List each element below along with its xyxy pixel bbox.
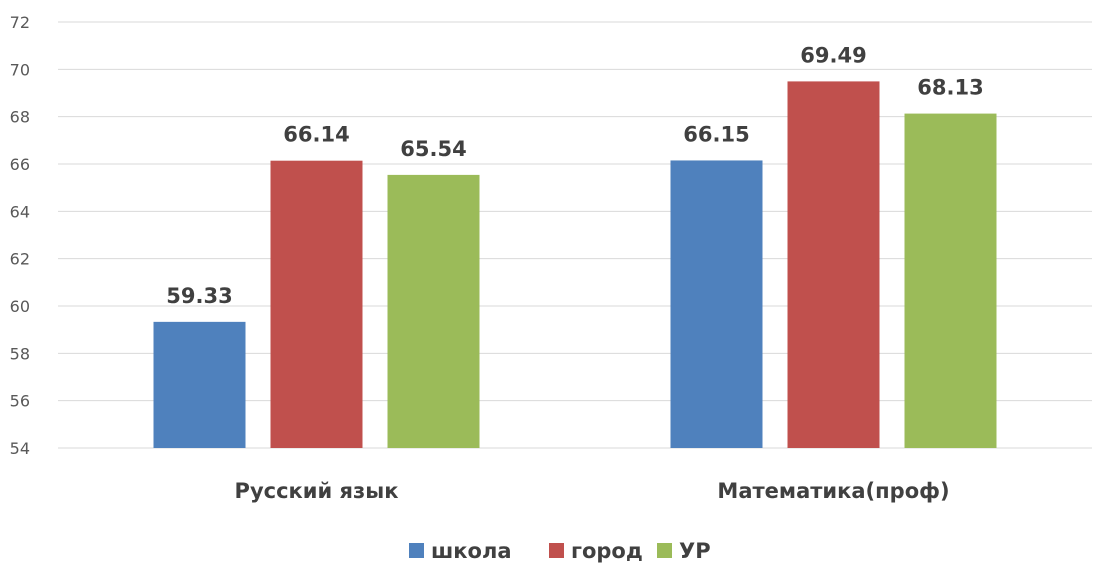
y-tick-label: 54	[10, 439, 30, 458]
data-label: 65.54	[400, 137, 466, 161]
y-tick-label: 70	[10, 60, 30, 79]
legend-label: город	[571, 539, 643, 563]
bar-город	[787, 81, 880, 449]
y-tick-label: 66	[10, 155, 30, 174]
y-tick-label: 60	[10, 297, 30, 316]
y-tick-label: 58	[10, 344, 30, 363]
data-label: 66.14	[283, 123, 349, 147]
bar-школа	[670, 160, 763, 448]
legend: школа город УР	[409, 539, 711, 563]
data-label: 59.33	[166, 284, 232, 308]
category-label: Математика(проф)	[717, 479, 949, 503]
legend-swatch-город	[549, 543, 564, 558]
y-tick-label: 72	[10, 13, 30, 32]
y-tick-label: 64	[10, 202, 30, 221]
y-tick-label: 68	[10, 108, 30, 127]
data-label: 69.49	[800, 43, 866, 67]
category-label: Русский язык	[235, 479, 399, 503]
bars	[153, 81, 997, 449]
y-axis-ticks: 54 56 58 60 62 64 66 68 70 72	[10, 13, 30, 458]
legend-swatch-УР	[657, 543, 672, 558]
bar-УР	[387, 174, 480, 449]
data-labels: 59.33 66.14 65.54 66.15 69.49 68.13	[166, 43, 983, 307]
y-tick-label: 56	[10, 392, 30, 411]
data-label: 68.13	[917, 76, 983, 100]
legend-label: школа	[431, 539, 512, 563]
legend-swatch-школа	[409, 543, 424, 558]
data-label: 66.15	[683, 122, 749, 146]
bar-город	[270, 160, 363, 449]
x-axis-categories: Русский язык Математика(проф)	[235, 479, 950, 503]
legend-label: УР	[679, 539, 711, 563]
bar-школа	[153, 321, 246, 448]
bar-УР	[904, 113, 997, 448]
y-tick-label: 62	[10, 250, 30, 269]
